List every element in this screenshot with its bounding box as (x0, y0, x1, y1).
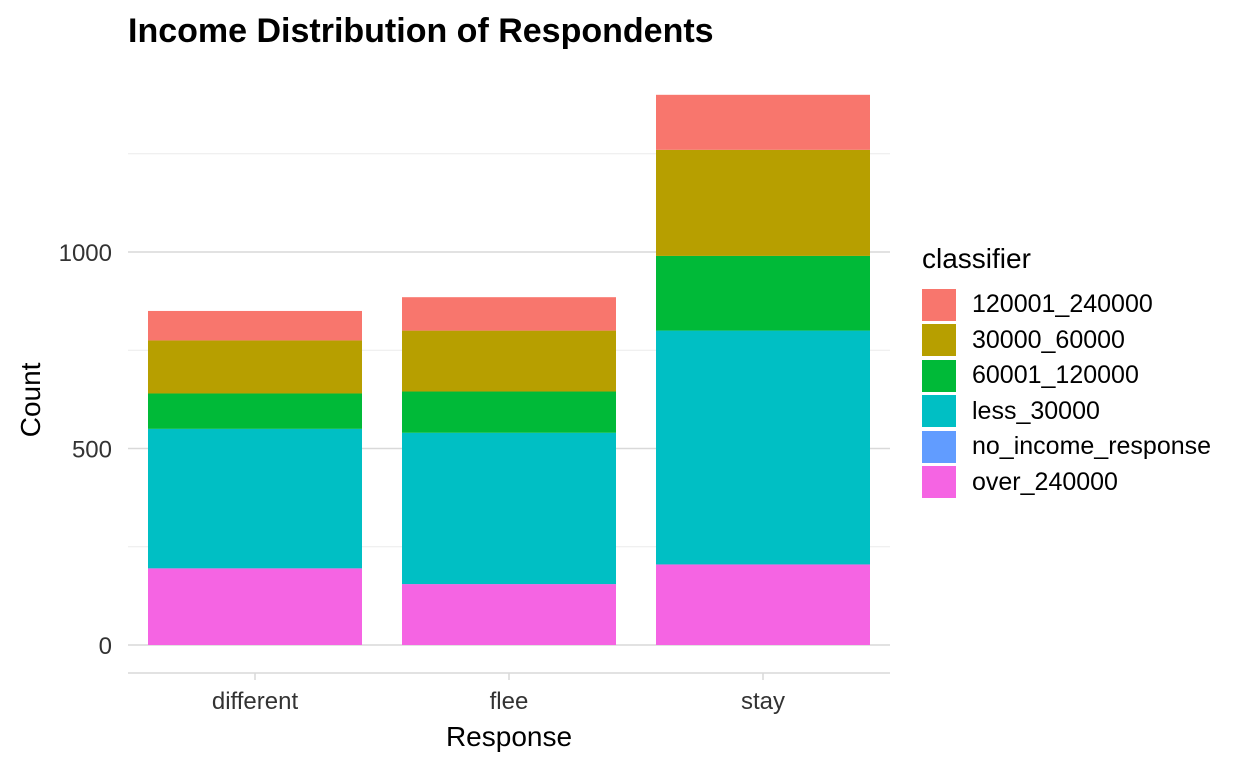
bar-segment-120001_240000-flee (402, 297, 616, 331)
legend-item: 120001_240000 (922, 287, 1211, 323)
chart-title: Income Distribution of Respondents (128, 12, 714, 50)
legend-key (922, 359, 956, 392)
legend-title: classifier (922, 243, 1031, 274)
x-tick-label: flee (490, 688, 529, 715)
bar-segment-60001_120000-stay (656, 255, 870, 331)
y-tick-label: 0 (99, 633, 112, 660)
legend-key (922, 430, 956, 463)
y-axis-title: Count (15, 362, 46, 437)
bar-segment-30000_60000-flee (402, 330, 616, 392)
legend-label: over_240000 (972, 467, 1118, 496)
x-axis-title: Response (446, 721, 572, 752)
legend-label: 120001_240000 (972, 290, 1153, 319)
legend-item: 60001_120000 (922, 358, 1211, 394)
legend-key (922, 288, 956, 321)
x-tick-label: stay (741, 688, 785, 715)
legend-item: less_30000 (922, 394, 1211, 430)
y-tick-label: 1000 (59, 240, 112, 267)
legend: classifier 120001_240000 30000_60000 60001… (922, 243, 1211, 500)
bar-segment-over_240000-different (148, 568, 362, 645)
bar-segment-30000_60000-different (148, 340, 362, 394)
bar-segment-30000_60000-stay (656, 149, 870, 256)
legend-label: 30000_60000 (972, 325, 1125, 354)
legend-key (922, 395, 956, 428)
bar-segment-over_240000-flee (402, 584, 616, 645)
bar-segment-60001_120000-flee (402, 391, 616, 433)
legend-item: 30000_60000 (922, 323, 1211, 359)
legend-label: no_income_response (972, 432, 1212, 461)
x-tick-label: different (212, 688, 299, 715)
legend-key (922, 466, 956, 499)
legend-item: no_income_response (922, 429, 1211, 465)
legend-label: less_30000 (972, 396, 1100, 425)
bar-segment-60001_120000-different (148, 393, 362, 429)
legend-label: 60001_120000 (972, 361, 1139, 390)
bar-segment-less_30000-different (148, 428, 362, 569)
bar-segment-less_30000-stay (656, 330, 870, 565)
legend-item: over_240000 (922, 465, 1211, 501)
y-tick-label: 500 (72, 437, 112, 464)
bar-segment-120001_240000-stay (656, 94, 870, 150)
bar-segment-less_30000-flee (402, 432, 616, 585)
bar-segment-over_240000-stay (656, 564, 870, 645)
legend-key (922, 324, 956, 357)
bar-segment-120001_240000-different (148, 310, 362, 341)
